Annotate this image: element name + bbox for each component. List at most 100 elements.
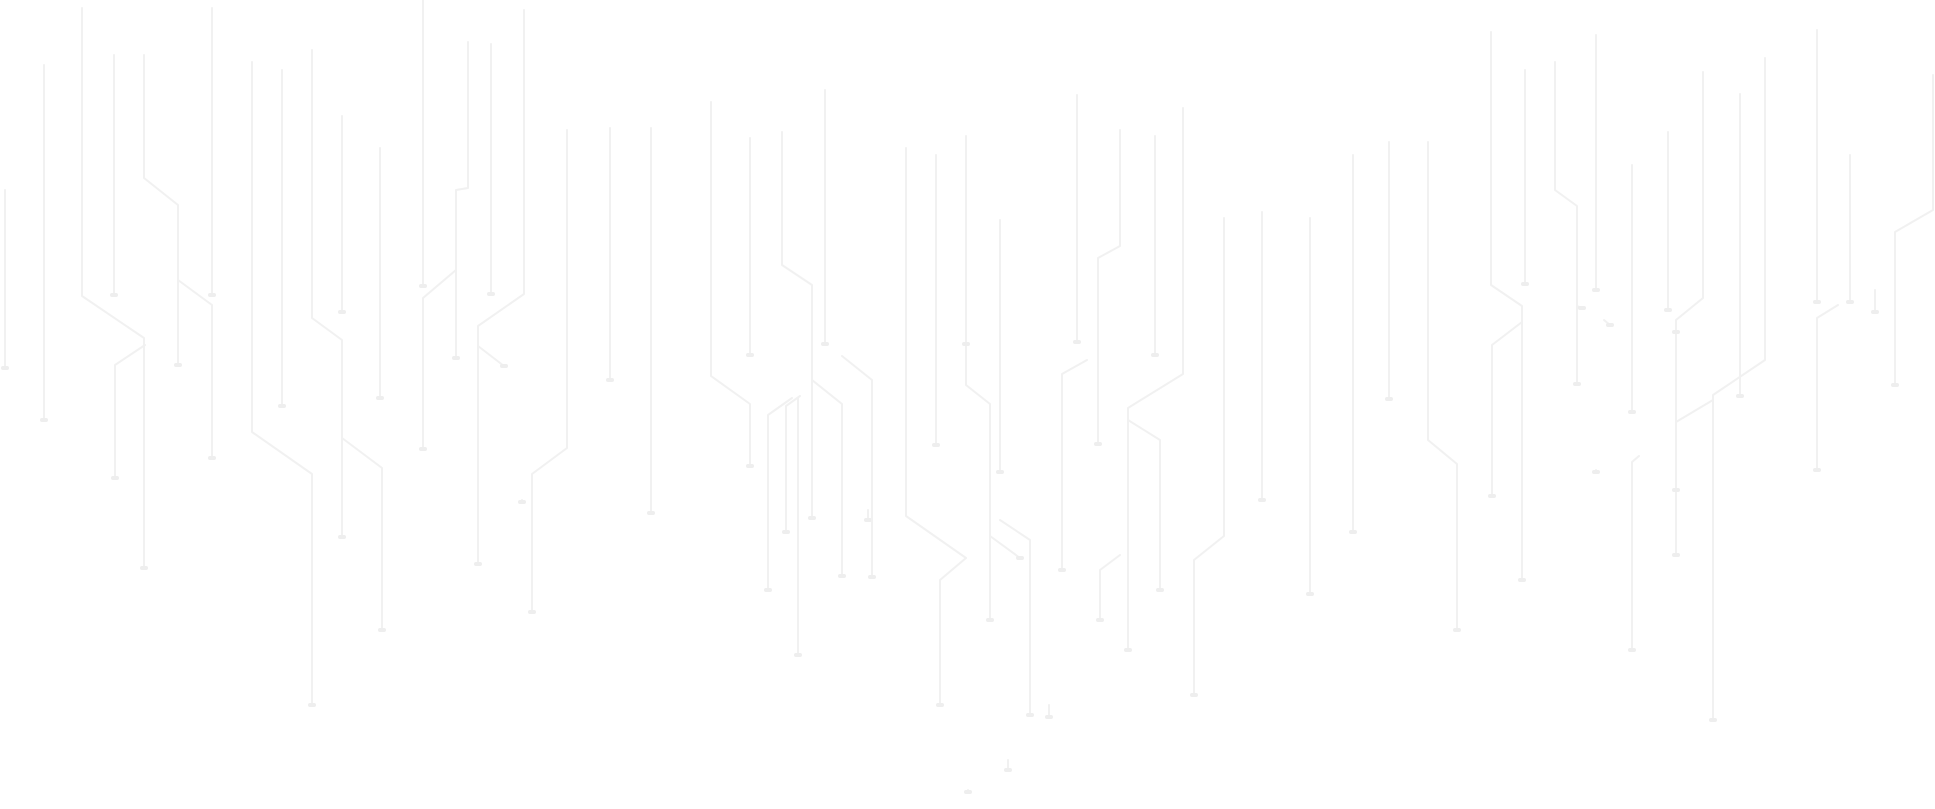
circuit-pad	[606, 378, 614, 382]
circuit-trace	[81, 7, 145, 569]
circuit-pad	[1004, 768, 1012, 772]
circuit-pad	[838, 574, 846, 578]
circuit-trace	[531, 129, 568, 613]
circuit-pad	[1573, 382, 1581, 386]
circuit-pad	[40, 418, 48, 422]
circuit-trace	[1061, 359, 1088, 571]
circuit-trace	[251, 61, 313, 706]
circuit-pad	[764, 588, 772, 592]
circuit-pad	[746, 464, 754, 468]
circuit-pad	[1258, 498, 1266, 502]
circuit-pad	[1058, 568, 1066, 572]
circuit-pad	[474, 562, 482, 566]
circuit-pad	[1521, 282, 1529, 286]
circuit-pad	[1156, 588, 1164, 592]
circuit-trace	[1675, 399, 1714, 491]
circuit-pad	[808, 516, 816, 520]
circuit-trace	[422, 269, 457, 450]
circuit-trace	[1127, 107, 1184, 651]
circuit-pad	[1606, 323, 1614, 327]
circuit-trace	[1712, 57, 1766, 721]
circuit-trace	[455, 41, 469, 359]
circuit-pad	[1488, 494, 1496, 498]
circuit-pad	[419, 447, 427, 451]
circuit-pad	[1628, 648, 1636, 652]
circuit-trace	[767, 397, 793, 591]
circuit-pad	[518, 500, 526, 504]
circuit-pad	[338, 535, 346, 539]
circuit-pad	[174, 363, 182, 367]
circuit-pad	[111, 476, 119, 480]
circuit-pad	[1578, 306, 1586, 310]
circuit-pad	[647, 511, 655, 515]
circuit-pad	[821, 342, 829, 346]
circuit-pad	[452, 356, 460, 360]
circuit-pad	[110, 293, 118, 297]
circuit-trace	[177, 279, 213, 459]
circuit-trace	[785, 395, 801, 533]
circuit-trace	[143, 54, 179, 366]
circuit-pad	[1151, 353, 1159, 357]
circuit-pad	[936, 703, 944, 707]
circuit-pad	[1672, 488, 1680, 492]
circuit-pad	[794, 653, 802, 657]
circuit-pad	[1813, 468, 1821, 472]
circuit-pad	[1518, 578, 1526, 582]
circuit-pad	[746, 353, 754, 357]
circuit-pad	[1736, 394, 1744, 398]
circuit-trace	[1127, 419, 1161, 591]
circuit-pad	[1592, 470, 1600, 474]
circuit-trace	[341, 437, 383, 631]
circuit-pad	[376, 396, 384, 400]
circuit-pad	[1846, 300, 1854, 304]
circuit-trace	[710, 101, 751, 467]
circuit-pad	[1016, 556, 1024, 560]
circuit-trace	[477, 9, 525, 565]
circuit-trace	[1894, 74, 1934, 386]
circuit-pad	[308, 703, 316, 707]
circuit-pad	[1664, 308, 1672, 312]
circuit-trace	[965, 135, 991, 621]
circuit-pad	[964, 790, 972, 794]
circuit-pad	[1628, 410, 1636, 414]
circuit-trace	[905, 147, 967, 706]
circuit-pad	[986, 618, 994, 622]
circuit-pad	[528, 610, 536, 614]
circuit-pad	[1453, 628, 1461, 632]
circuit-trace	[1491, 321, 1523, 497]
circuit-pad	[1306, 592, 1314, 596]
circuit-trace	[1427, 141, 1458, 631]
circuit-trace	[1097, 129, 1121, 445]
circuit-pad	[1891, 383, 1899, 387]
circuit-pad	[996, 470, 1004, 474]
circuit-pad	[1094, 442, 1102, 446]
circuit-pad	[782, 530, 790, 534]
circuit-pad	[1709, 718, 1717, 722]
circuit-pad	[1124, 648, 1132, 652]
circuit-trace	[1193, 217, 1225, 696]
circuit-pad	[1, 366, 9, 370]
circuit-pad	[1190, 693, 1198, 697]
circuit-pad	[487, 292, 495, 296]
circuit-trace	[781, 131, 813, 519]
circuit-trace	[1675, 71, 1704, 556]
circuit-pad	[1592, 288, 1600, 292]
circuit-trace	[999, 519, 1031, 716]
circuit-pad	[1349, 530, 1357, 534]
circuit-trace	[1099, 554, 1121, 621]
circuit-pad	[208, 293, 216, 297]
circuit-trace	[311, 49, 343, 538]
circuit-pad	[419, 284, 427, 288]
circuit-pad	[1672, 553, 1680, 557]
circuit-pad	[1073, 340, 1081, 344]
circuit-pad	[208, 456, 216, 460]
circuit-pad	[932, 443, 940, 447]
circuit-trace	[1816, 304, 1839, 471]
circuit-pad	[338, 310, 346, 314]
circuit-pad	[864, 518, 872, 522]
circuit-pad	[500, 364, 508, 368]
circuit-pad	[1096, 618, 1104, 622]
circuit-pad	[1871, 310, 1879, 314]
circuit-pad	[378, 628, 386, 632]
